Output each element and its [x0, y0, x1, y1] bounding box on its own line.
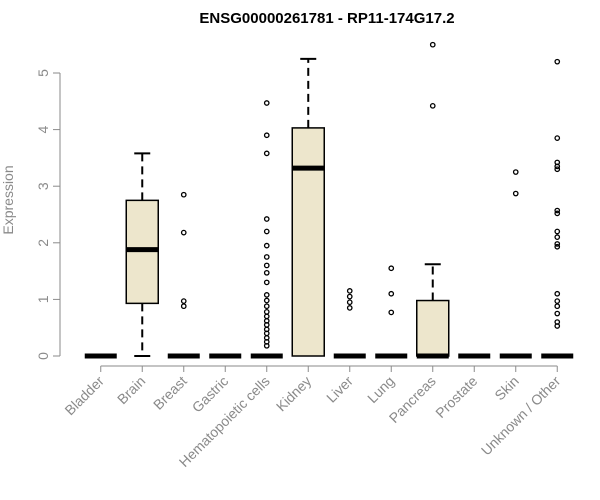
outlier-point [263, 297, 270, 304]
box-pancreas [416, 41, 450, 359]
outlier-point [263, 262, 270, 269]
outlier-point [263, 303, 270, 310]
outlier-point [429, 102, 436, 109]
outlier-point [263, 279, 270, 286]
outlier-point [554, 210, 561, 217]
x-tick-label: Lung [364, 373, 397, 406]
outlier-point [263, 132, 270, 139]
box-brain [125, 152, 159, 357]
outlier-point [263, 292, 270, 298]
outlier-point [554, 241, 561, 247]
box-liver [333, 288, 366, 359]
outlier-point [554, 166, 561, 173]
box-breast [167, 191, 200, 359]
outlier-point [554, 298, 561, 304]
y-axis-label: Expression [0, 165, 16, 234]
outlier-point [263, 242, 270, 249]
x-tick-label: Brain [114, 373, 148, 407]
outlier-point [554, 323, 561, 329]
y-axis: 0 1 2 3 4 5 [35, 69, 61, 360]
outlier-point [346, 293, 353, 300]
outlier-point [512, 169, 519, 175]
box-iqr [291, 127, 325, 357]
outlier-point [554, 310, 561, 317]
y-tick-label: 1 [35, 295, 51, 303]
boxes-layer [84, 41, 574, 359]
box-skin [499, 169, 532, 359]
x-tick-label: Kidney [273, 373, 315, 415]
outlier-point [263, 150, 270, 157]
outlier-point [346, 299, 353, 306]
outlier-point [180, 229, 187, 236]
outlier-point [554, 207, 561, 214]
x-tick-label: Prostate [432, 373, 480, 421]
outlier-point [554, 58, 561, 65]
outlier-point [180, 298, 187, 304]
y-tick-label: 2 [35, 239, 51, 247]
outlier-point [180, 191, 187, 198]
outlier-point [429, 41, 436, 48]
x-tick-label: Unknown / Other [478, 373, 564, 459]
x-tick-label: Liver [323, 373, 356, 406]
outlier-point [263, 269, 270, 276]
outlier-point [388, 265, 395, 272]
outlier-point [263, 309, 270, 315]
x-tick-label: Skin [491, 373, 522, 404]
y-tick-label: 3 [35, 182, 51, 190]
chart-title: ENSG00000261781 - RP11-174G17.2 [199, 10, 454, 27]
outlier-point [554, 243, 561, 250]
outlier-point [512, 190, 519, 197]
outlier-point [554, 290, 561, 297]
y-tick-label: 0 [35, 352, 51, 360]
box-unknown-other [541, 58, 574, 359]
outlier-point [263, 254, 270, 260]
outlier-point [554, 234, 561, 240]
outlier-point [180, 303, 187, 310]
outlier-point [554, 228, 561, 235]
outlier-point [263, 216, 270, 222]
box-hematopoietic-cells [250, 100, 283, 359]
outlier-point [554, 303, 561, 310]
outlier-point [388, 309, 395, 316]
outlier-point [263, 100, 270, 106]
outlier-point [388, 290, 395, 297]
y-tick-label: 4 [35, 125, 51, 133]
outlier-point [263, 313, 270, 320]
x-tick-label: Breast [150, 373, 190, 413]
x-tick-label: Bladder [61, 373, 107, 419]
box-lung [375, 265, 408, 359]
y-tick-label: 5 [35, 69, 51, 77]
outlier-point [346, 288, 353, 294]
outlier-point [554, 163, 561, 170]
box-kidney [291, 57, 325, 357]
outlier-point [263, 228, 270, 235]
outlier-point [346, 305, 353, 311]
box-iqr [416, 299, 450, 357]
outlier-point [263, 342, 270, 349]
outlier-point [554, 135, 561, 141]
